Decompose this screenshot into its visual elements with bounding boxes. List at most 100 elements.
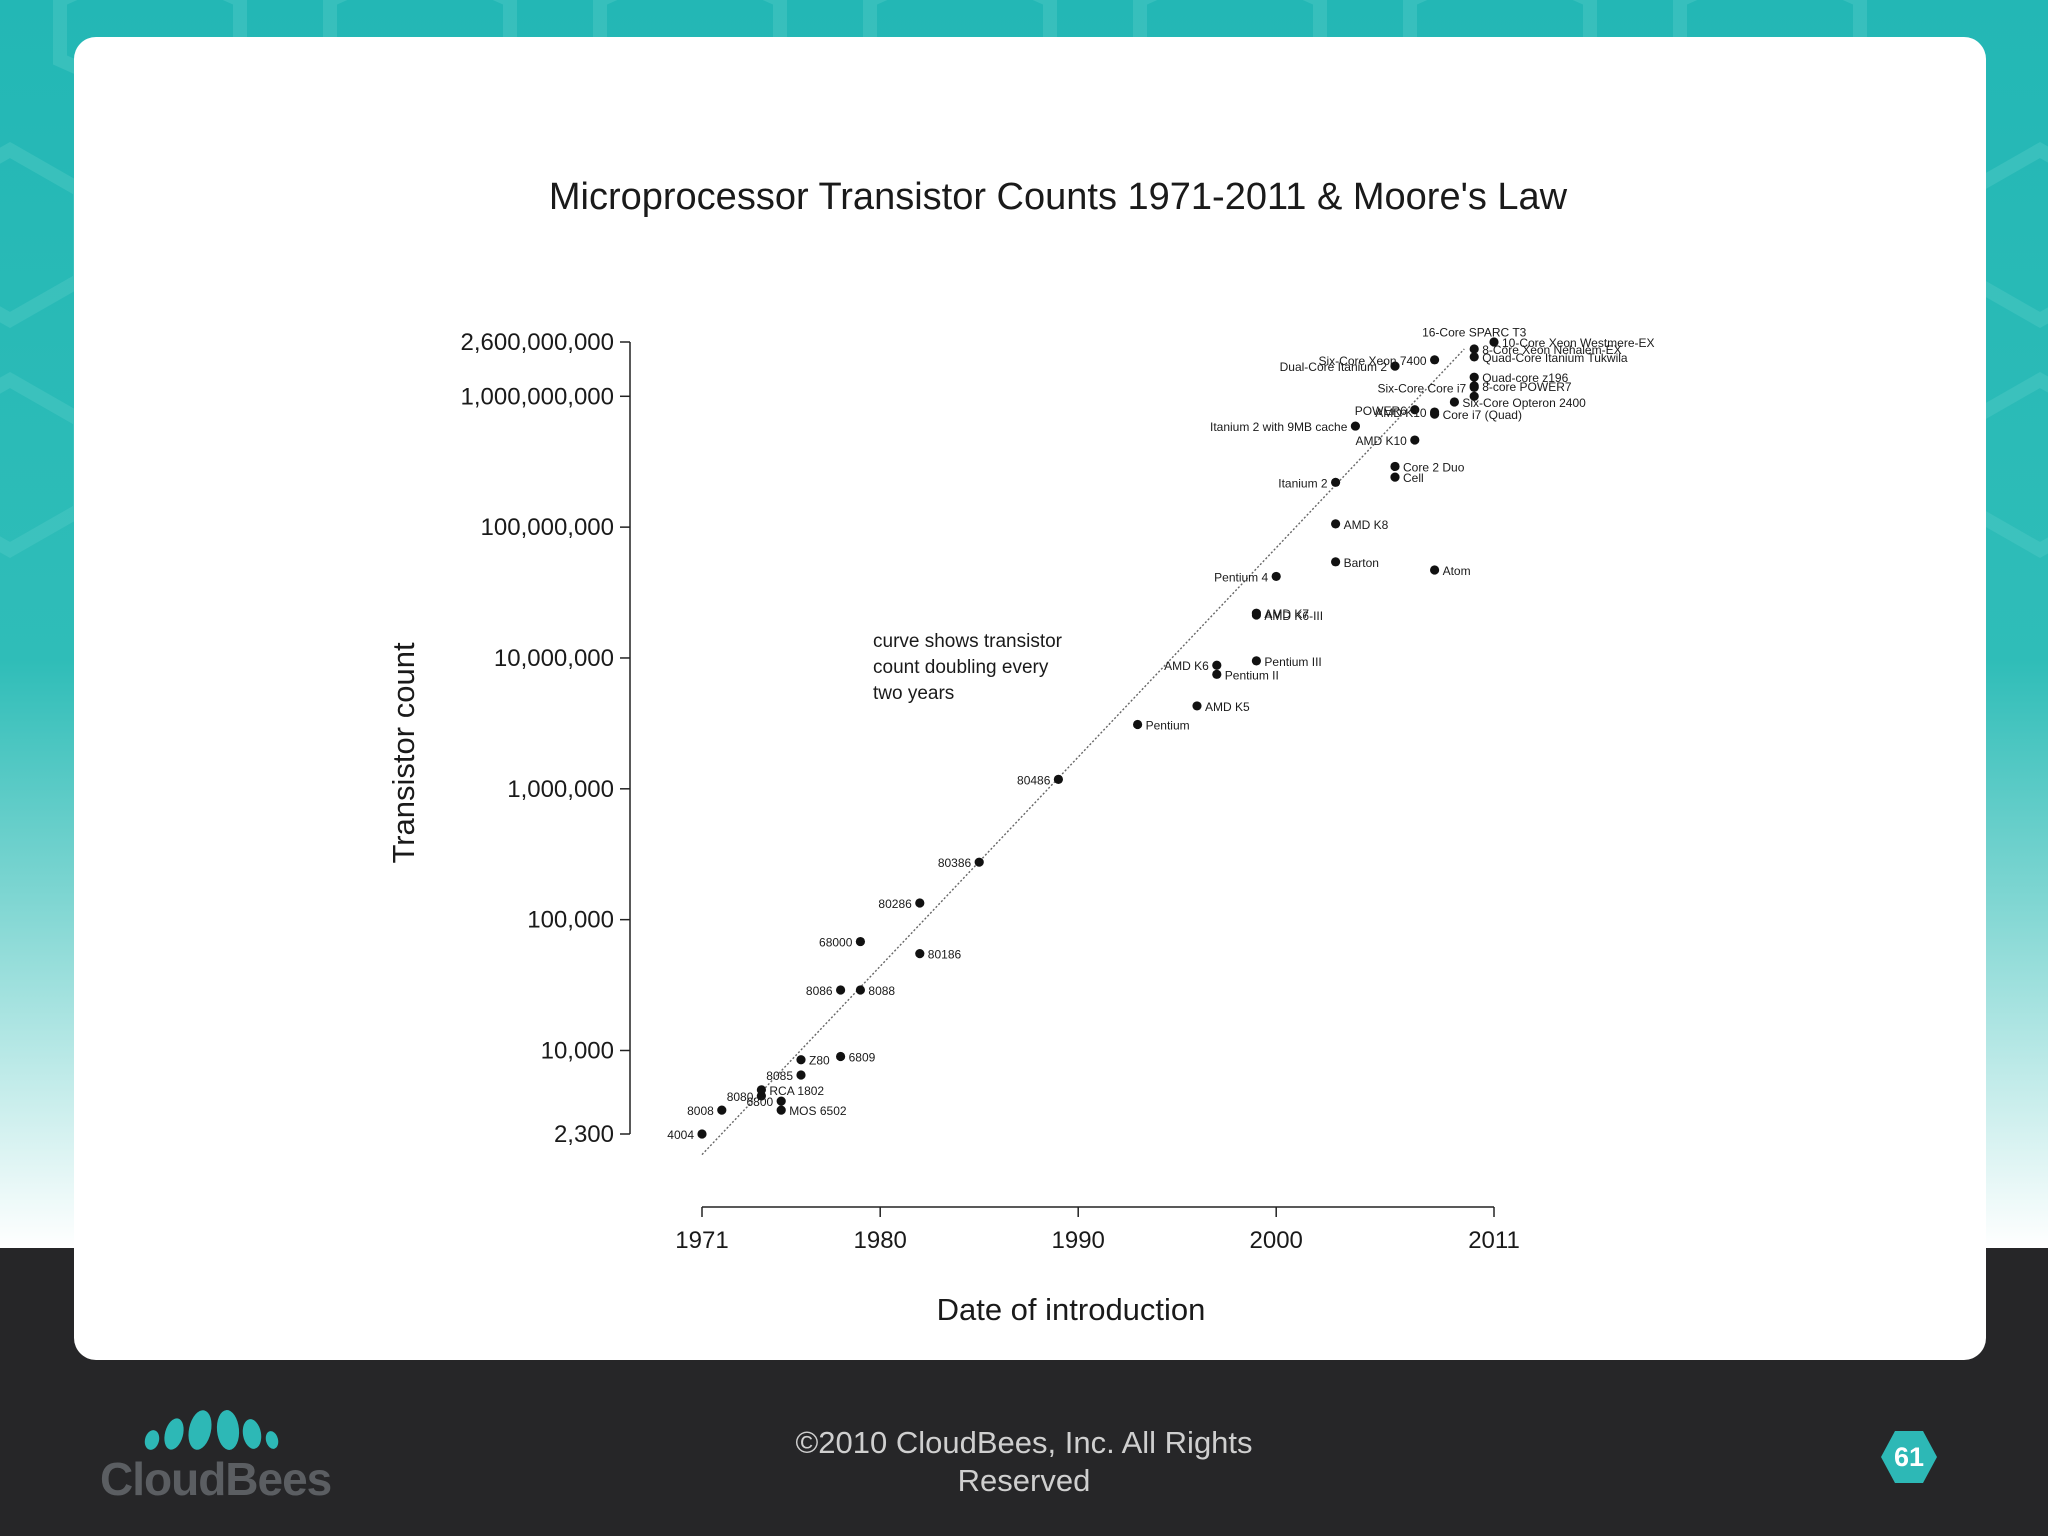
copyright-line-1: ©2010 CloudBees, Inc. All Rights <box>795 1425 1253 1460</box>
data-label: Dual-Core Itanium 2 <box>1280 360 1388 374</box>
x-tick-label: 2000 <box>1250 1227 1303 1254</box>
data-point <box>1331 477 1341 487</box>
data-label: 68000 <box>819 936 853 950</box>
y-tick-label: 1,000,000 <box>507 776 614 803</box>
data-label: AMD K6 <box>1164 659 1209 673</box>
data-point <box>796 1070 806 1080</box>
y-tick-label: 2,300 <box>554 1121 614 1148</box>
chart: Microprocessor Transistor Counts 1971-20… <box>386 176 1655 1327</box>
data-label: 6809 <box>849 1050 876 1064</box>
data-point <box>1430 355 1440 365</box>
data-point <box>1469 344 1479 354</box>
data-label: 80286 <box>878 897 912 911</box>
data-point <box>1469 382 1479 392</box>
data-label: Core i7 (Quad) <box>1443 408 1522 422</box>
data-point <box>836 985 846 995</box>
data-point <box>1053 774 1063 785</box>
data-point <box>1251 608 1261 618</box>
data-point <box>1350 421 1360 431</box>
annotation-line-3: two years <box>873 683 954 704</box>
data-label: 16-Core SPARC T3 <box>1422 325 1527 339</box>
data-point <box>836 1051 846 1062</box>
data-point <box>776 1105 786 1115</box>
y-tick-label: 100,000,000 <box>481 514 614 541</box>
x-tick-label: 1971 <box>675 1227 728 1254</box>
chart-annotation: curve shows transistor count doubling ev… <box>873 631 1063 704</box>
data-label: Cell <box>1403 471 1424 485</box>
data-label: 8-core POWER7 <box>1482 380 1572 394</box>
data-label: Pentium III <box>1264 655 1321 669</box>
data-point <box>1390 472 1400 482</box>
data-label: 8-Core Xeon Nehalem-EX <box>1482 343 1621 357</box>
data-points: 4004 8008 8080 RCA 1802 MOS 6502 6800 8085 Z80 6… <box>667 325 1654 1142</box>
data-point <box>1212 660 1222 670</box>
y-tick-label: 10,000,000 <box>494 645 614 672</box>
data-label: Quad-Core Itanium Tukwila <box>1482 351 1628 365</box>
data-point <box>1390 361 1400 371</box>
copyright-line-2: Reserved <box>957 1463 1091 1498</box>
data-point <box>1410 435 1420 445</box>
data-label: Six-Core Core i7 <box>1377 381 1466 395</box>
data-point <box>855 936 866 947</box>
x-tick-label: 1990 <box>1052 1227 1105 1254</box>
data-label: Core 2 Duo <box>1403 460 1465 474</box>
data-label: Itanium 2 with 9MB cache <box>1210 420 1348 434</box>
data-label: MOS 6502 <box>789 1104 847 1118</box>
data-point <box>796 1055 806 1065</box>
data-point <box>1410 405 1420 415</box>
data-label: 80186 <box>928 948 962 962</box>
data-label: Itanium 2 <box>1278 476 1328 490</box>
data-point <box>974 857 984 867</box>
data-label: Atom <box>1443 564 1471 578</box>
page-number: 61 <box>1893 1442 1925 1472</box>
x-axis-label: Date of introduction <box>937 1292 1206 1327</box>
x-tick-label: 1980 <box>854 1227 907 1254</box>
data-point <box>1192 701 1202 711</box>
data-label: AMD K10 <box>1355 434 1407 448</box>
data-point <box>1469 372 1479 382</box>
data-point <box>1469 352 1479 362</box>
data-label: 80386 <box>938 856 972 870</box>
data-point <box>697 1129 707 1139</box>
data-label: AMD K8 <box>1344 518 1389 532</box>
hexagon-icon <box>1881 1431 1937 1483</box>
data-label: 80486 <box>1017 773 1051 787</box>
moores-law-line <box>701 348 1465 1156</box>
data-label: Six-Core Xeon 7400 <box>1319 354 1427 368</box>
data-label: Quad-core z196 <box>1482 371 1568 385</box>
trend-line <box>701 348 1465 1156</box>
data-label: POWER6 <box>1355 404 1407 418</box>
data-point <box>1430 565 1440 575</box>
data-label: 6800 <box>746 1095 773 1109</box>
y-tick-label: 10,000 <box>541 1037 614 1064</box>
data-point <box>1430 409 1440 419</box>
data-label: Z80 <box>809 1054 830 1068</box>
data-label: AMD K10 <box>1375 406 1427 420</box>
data-label: 8086 <box>806 984 833 998</box>
page-number-badge: 61 <box>1880 1428 1938 1486</box>
y-tick-label: 2,600,000,000 <box>461 329 614 356</box>
data-label: RCA 1802 <box>769 1084 824 1098</box>
data-point <box>1449 397 1459 407</box>
annotation-line-1: curve shows transistor <box>873 631 1063 652</box>
cloudbees-logo: CloudBees <box>100 1398 340 1505</box>
data-label: 8008 <box>687 1104 714 1118</box>
data-point <box>1489 337 1499 347</box>
copyright-text: ©2010 CloudBees, Inc. All Rights Reserve… <box>724 1424 1324 1500</box>
data-point <box>1251 656 1261 666</box>
slide-card: Microprocessor Transistor Counts 1971-20… <box>74 37 1986 1360</box>
data-label: AMD K6-III <box>1264 609 1323 623</box>
data-point <box>1212 669 1222 679</box>
data-point <box>717 1105 727 1115</box>
data-point <box>855 985 866 995</box>
y-axis-label: Transistor count <box>386 642 421 863</box>
data-point <box>1271 571 1281 582</box>
data-label: AMD K5 <box>1205 700 1250 714</box>
data-point <box>1133 719 1143 730</box>
data-point <box>756 1085 767 1095</box>
data-point <box>1469 391 1479 401</box>
x-tick-label: 2011 <box>1468 1227 1520 1254</box>
data-label: Pentium <box>1146 719 1190 733</box>
logo-mark-icon <box>144 1410 279 1450</box>
data-point <box>776 1096 786 1106</box>
